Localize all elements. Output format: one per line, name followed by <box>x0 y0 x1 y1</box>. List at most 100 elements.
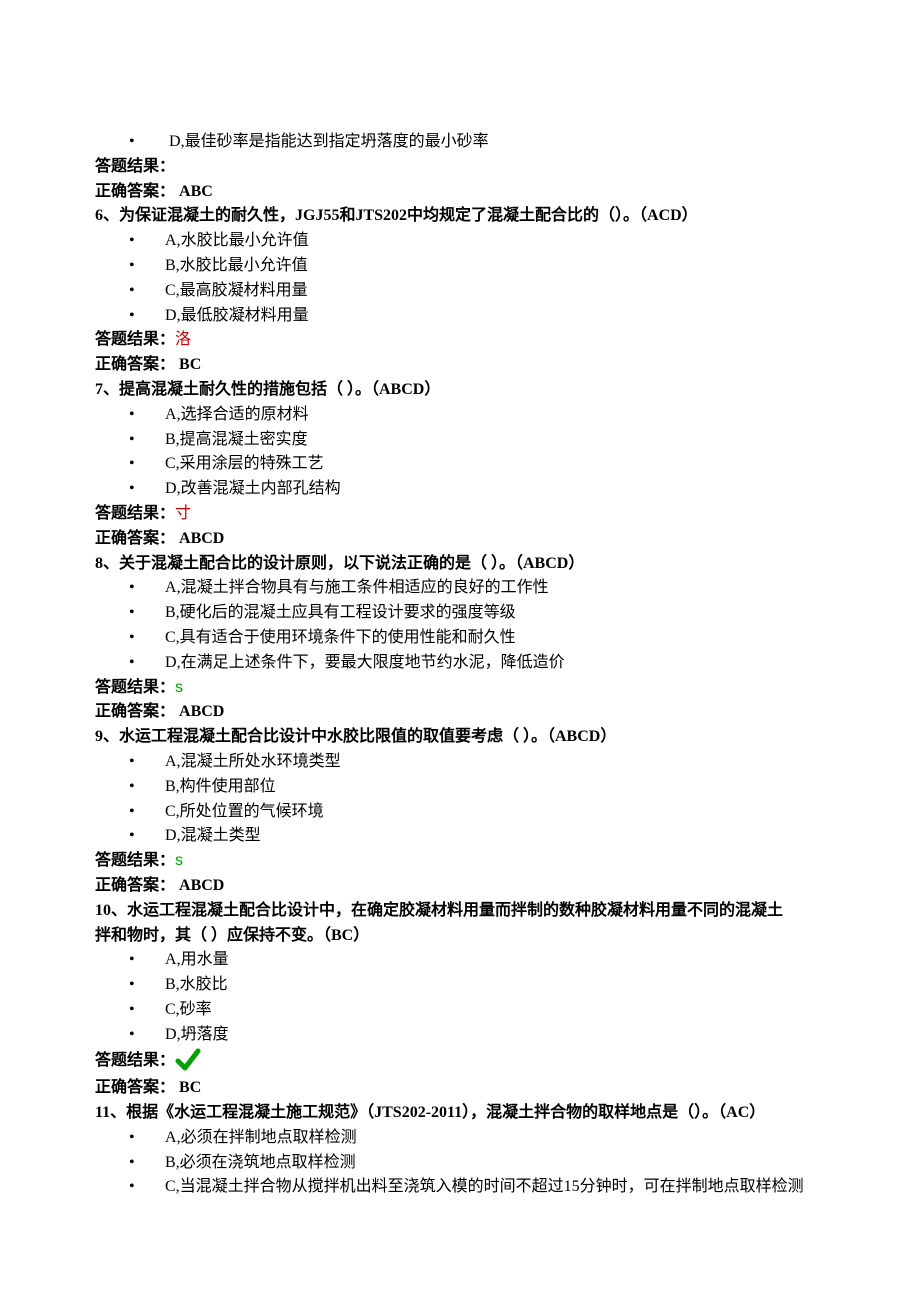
q7-result: 答题结果：寸 <box>95 502 825 527</box>
option-c: •C,当混凝土拌合物从搅拌机出料至浇筑入模的时间不超过15分钟时，可在拌制地点取… <box>95 1175 825 1200</box>
option-text: 用水量 <box>181 951 229 968</box>
option-letter: A <box>165 579 177 596</box>
option-text: 水胶比最小允许值 <box>180 257 308 274</box>
bullet-icon: • <box>147 1175 165 1200</box>
bullet-icon: • <box>147 304 165 329</box>
option-letter: D <box>165 827 177 844</box>
bullet-icon: • <box>147 254 165 279</box>
q5-answer: 正确答案： ABC <box>95 180 825 205</box>
option-text: 坍落度 <box>181 1026 229 1043</box>
option-text: 当混凝土拌合物从搅拌机出料至浇筑入模的时间不超过15分钟时，可在拌制地点取样检测 <box>180 1178 804 1195</box>
option-text: 水胶比最小允许值 <box>181 232 309 249</box>
option-text: 必须在浇筑地点取样检测 <box>180 1154 356 1171</box>
q9-result: 答题结果：s <box>95 849 825 874</box>
bullet-icon: • <box>147 130 165 155</box>
option-text: 具有适合于使用环境条件下的使用性能和耐久性 <box>180 629 516 646</box>
bullet-icon: • <box>147 824 165 849</box>
option-letter: B <box>165 976 176 993</box>
result-wrong-mark: 洛 <box>175 331 191 348</box>
bullet-icon: • <box>147 576 165 601</box>
option-b: •B,构件使用部位 <box>95 775 825 800</box>
result-wrong-mark: 寸 <box>175 505 191 522</box>
bullet-icon: • <box>147 1126 165 1151</box>
answer-value: BC <box>179 1079 201 1096</box>
bullet-icon: • <box>147 1023 165 1048</box>
bullet-icon: • <box>147 279 165 304</box>
option-letter: B <box>165 431 176 448</box>
bullet-icon: • <box>147 651 165 676</box>
result-label: 答题结果： <box>95 1053 175 1070</box>
answer-value: ABC <box>179 183 213 200</box>
option-letter: B <box>165 1154 176 1171</box>
q5-option-d: • D,最佳砂率是指能达到指定坍落度的最小砂率 <box>95 130 825 155</box>
option-text: 构件使用部位 <box>180 778 276 795</box>
check-icon <box>175 1047 201 1076</box>
bullet-icon: • <box>147 973 165 998</box>
q8-stem: 8、关于混凝土配合比的设计原则，以下说法正确的是（ ）。（ABCD） <box>95 552 825 577</box>
bullet-icon: • <box>147 601 165 626</box>
option-a: •A,混凝土所处水环境类型 <box>95 750 825 775</box>
q10-stem-line2: 拌和物时，其（ ）应保持不变。（BC） <box>95 924 825 949</box>
option-c: •C,所处位置的气候环境 <box>95 800 825 825</box>
option-letter: B <box>165 604 176 621</box>
result-s-mark: s <box>175 852 183 869</box>
option-text: 所处位置的气候环境 <box>180 803 324 820</box>
q8-answer: 正确答案： ABCD <box>95 700 825 725</box>
q6-stem: 6、为保证混凝土的耐久性，JGJ55和JTS202中均规定了混凝土配合比的（）。… <box>95 204 825 229</box>
option-text: 混凝土所处水环境类型 <box>181 753 341 770</box>
bullet-icon: • <box>147 998 165 1023</box>
option-text: 砂率 <box>180 1001 212 1018</box>
option-a: •A,用水量 <box>95 948 825 973</box>
answer-value: ABCD <box>179 877 224 894</box>
option-letter: D <box>165 654 177 671</box>
option-d: •D,坍落度 <box>95 1023 825 1048</box>
option-letter: C <box>165 803 176 820</box>
option-text: 采用涂层的特殊工艺 <box>180 455 324 472</box>
option-d: •D,在满足上述条件下，要最大限度地节约水泥，降低造价 <box>95 651 825 676</box>
answer-label: 正确答案： <box>95 703 179 720</box>
option-letter: A <box>165 951 177 968</box>
option-a: •A,混凝土拌合物具有与施工条件相适应的良好的工作性 <box>95 576 825 601</box>
q5-result: 答题结果： <box>95 155 825 180</box>
result-label: 答题结果： <box>95 158 175 175</box>
option-a: •A,水胶比最小允许值 <box>95 229 825 254</box>
option-letter: D <box>165 307 177 324</box>
result-label: 答题结果： <box>95 505 175 522</box>
option-d: •D,混凝土类型 <box>95 824 825 849</box>
option-a: •A,选择合适的原材料 <box>95 403 825 428</box>
q9-answer: 正确答案： ABCD <box>95 874 825 899</box>
option-letter: A <box>165 232 177 249</box>
result-s-mark: s <box>175 679 183 696</box>
option-b: •B,水胶比最小允许值 <box>95 254 825 279</box>
answer-label: 正确答案： <box>95 183 179 200</box>
option-text: 混凝土类型 <box>181 827 261 844</box>
answer-label: 正确答案： <box>95 877 179 894</box>
option-text: 选择合适的原材料 <box>181 406 309 423</box>
bullet-icon: • <box>147 626 165 651</box>
option-text: 必须在拌制地点取样检测 <box>181 1129 357 1146</box>
bullet-icon: • <box>147 452 165 477</box>
q10-stem-line1: 10、水运工程混凝土配合比设计中，在确定胶凝材料用量而拌制的数种胶凝材料用量不同… <box>95 899 825 924</box>
answer-value: ABCD <box>179 530 224 547</box>
q10-result: 答题结果： <box>95 1047 825 1076</box>
bullet-icon: • <box>147 403 165 428</box>
option-letter: D <box>169 133 181 150</box>
option-letter: C <box>165 282 176 299</box>
q8-result: 答题结果：s <box>95 676 825 701</box>
answer-label: 正确答案： <box>95 1079 179 1096</box>
option-c: •C,最高胶凝材料用量 <box>95 279 825 304</box>
q10-answer: 正确答案： BC <box>95 1076 825 1101</box>
option-d: •D,最低胶凝材料用量 <box>95 304 825 329</box>
result-label: 答题结果： <box>95 331 175 348</box>
q6-result: 答题结果：洛 <box>95 328 825 353</box>
result-label: 答题结果： <box>95 852 175 869</box>
bullet-icon: • <box>147 428 165 453</box>
option-letter: A <box>165 406 177 423</box>
q11-stem: 11、根据《水运工程混凝土施工规范》（JTS202-2011），混凝土拌合物的取… <box>95 1101 825 1126</box>
q7-answer: 正确答案： ABCD <box>95 527 825 552</box>
q6-answer: 正确答案： BC <box>95 353 825 378</box>
option-text: 水胶比 <box>180 976 228 993</box>
option-b: •B,硬化后的混凝土应具有工程设计要求的强度等级 <box>95 601 825 626</box>
option-text: 在满足上述条件下，要最大限度地节约水泥，降低造价 <box>181 654 565 671</box>
option-text: 改善混凝土内部孔结构 <box>181 480 341 497</box>
